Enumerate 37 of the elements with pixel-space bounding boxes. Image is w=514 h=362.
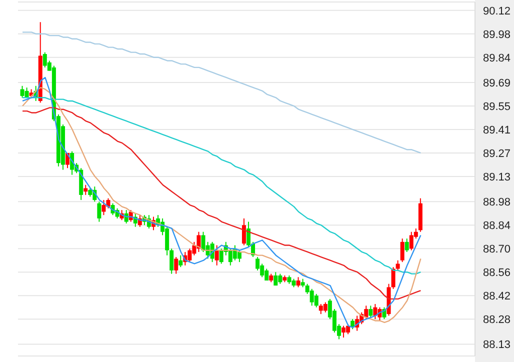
y-tick-label: 89.84 bbox=[483, 52, 511, 64]
candlestick bbox=[368, 305, 373, 318]
y-tick-label: 88.42 bbox=[483, 290, 511, 303]
y-tick-label: 89.27 bbox=[483, 148, 511, 160]
candlestick bbox=[396, 260, 400, 271]
candlestick bbox=[314, 293, 318, 308]
candlestick bbox=[102, 199, 106, 216]
candlestick bbox=[214, 244, 219, 266]
candlestick bbox=[404, 238, 409, 252]
y-tick-label: 88.70 bbox=[483, 244, 511, 256]
y-tick-label: 88.98 bbox=[483, 196, 511, 209]
line-series bbox=[22, 32, 422, 154]
y-tick-label: 89.55 bbox=[483, 100, 511, 113]
candlestick bbox=[296, 276, 300, 288]
candlestick bbox=[323, 302, 328, 313]
candlestick bbox=[170, 248, 174, 274]
y-tick-label: 89.41 bbox=[483, 124, 511, 136]
y-tick-label: 89.13 bbox=[483, 171, 511, 184]
candlestick bbox=[178, 254, 183, 268]
candlestick bbox=[391, 266, 396, 290]
line-series bbox=[22, 107, 422, 300]
y-tick-label: 89.98 bbox=[483, 28, 511, 41]
candlestick bbox=[274, 272, 278, 286]
candlestick bbox=[242, 218, 246, 246]
candlestick bbox=[400, 238, 404, 263]
y-tick-label: 88.28 bbox=[483, 314, 511, 326]
candlestick bbox=[237, 250, 242, 263]
y-tick-label: 90.12 bbox=[483, 5, 511, 18]
candlestick bbox=[373, 303, 378, 320]
y-tick-label: 88.13 bbox=[483, 339, 511, 352]
y-tick-label: 88.84 bbox=[483, 220, 511, 232]
candlestick bbox=[342, 325, 346, 338]
candlestick bbox=[84, 184, 88, 196]
candlestick bbox=[97, 201, 102, 222]
y-tick-label: 89.69 bbox=[483, 77, 511, 90]
y-tick-label: 88.56 bbox=[483, 267, 511, 280]
candlestick bbox=[174, 256, 178, 274]
